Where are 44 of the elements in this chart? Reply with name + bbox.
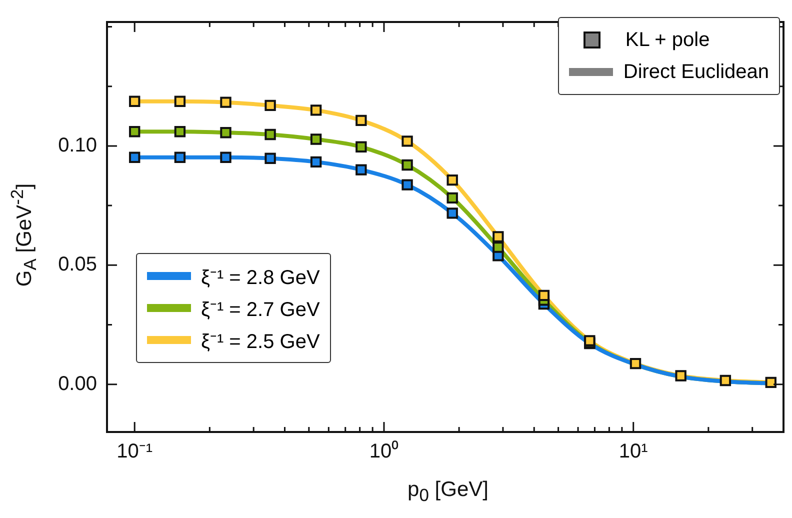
y-tick-label: 0.05	[58, 254, 97, 276]
x-tick-label: 10⁻¹	[116, 440, 153, 463]
point	[174, 96, 186, 107]
point	[492, 242, 504, 253]
point	[630, 358, 642, 370]
legend-frame: KL + pole Direct Euclidean	[558, 17, 780, 95]
x-tick-label: 10¹	[618, 440, 648, 463]
annotation: KL + pole	[625, 28, 710, 52]
point	[129, 152, 140, 163]
point	[220, 152, 232, 163]
point	[720, 374, 732, 386]
point	[675, 370, 686, 382]
x-tick-label: 10⁰	[369, 440, 399, 463]
point	[538, 290, 550, 302]
legend-label: ξ⁻¹ = 2.7 GeV	[201, 298, 320, 322]
point	[220, 127, 232, 138]
point	[310, 104, 322, 116]
point	[402, 159, 413, 171]
legend-label: ξ⁻¹ = 2.5 GeV	[201, 330, 320, 354]
point	[446, 208, 458, 219]
point	[174, 126, 186, 138]
point	[310, 134, 322, 145]
point	[765, 376, 776, 388]
point	[310, 156, 322, 168]
point	[264, 128, 276, 140]
point	[356, 141, 367, 153]
point	[220, 96, 232, 108]
point	[402, 179, 413, 190]
y-tick-label: 0.00	[58, 372, 97, 395]
point	[402, 136, 413, 147]
point	[356, 164, 367, 176]
annotation: Direct Euclidean	[623, 60, 769, 84]
y-tick-label: 0.10	[58, 134, 97, 156]
point	[129, 96, 140, 107]
point	[446, 192, 458, 204]
point	[492, 231, 504, 242]
point	[264, 152, 276, 164]
x-axis-title: p$_{0}$ [GeV]	[408, 478, 488, 506]
point	[129, 126, 140, 138]
point	[264, 100, 276, 112]
legend-label: ξ⁻¹ = 2.8 GeV	[201, 266, 320, 290]
point	[356, 114, 367, 126]
point	[174, 152, 186, 163]
point	[446, 174, 458, 186]
